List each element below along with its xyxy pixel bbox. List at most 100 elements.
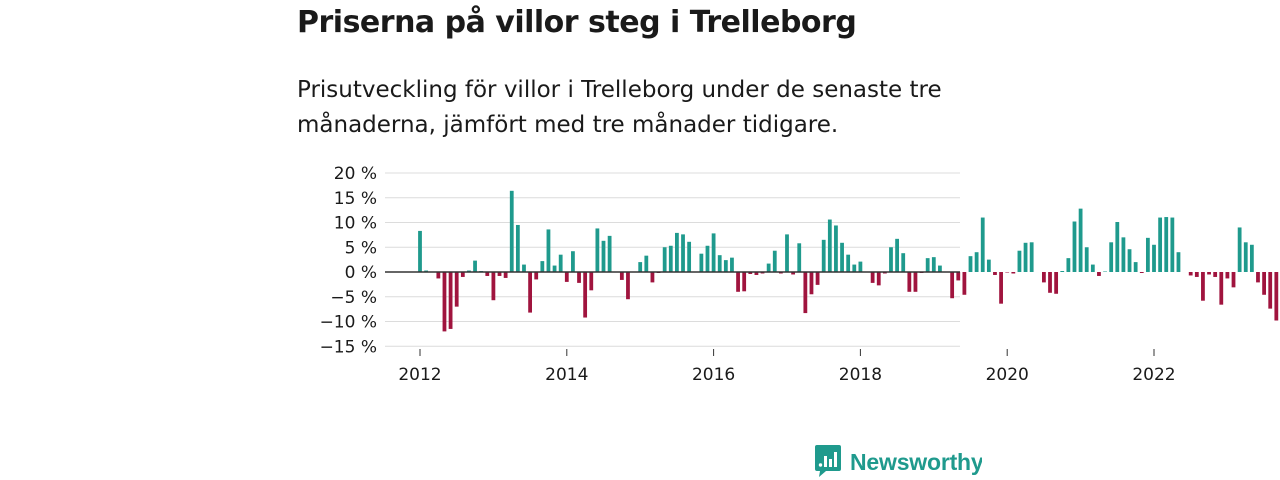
bar xyxy=(650,272,655,283)
bar xyxy=(491,272,496,301)
bar xyxy=(619,272,624,280)
bar xyxy=(1078,208,1083,272)
bar xyxy=(1048,272,1052,293)
x-tick-label: 2018 xyxy=(839,365,882,385)
y-tick-label: −10 % xyxy=(320,313,377,333)
bar xyxy=(515,224,520,272)
bar xyxy=(681,234,685,272)
bar xyxy=(1274,272,1279,321)
svg-text:Newsworthy: Newsworthy xyxy=(850,449,982,475)
bar xyxy=(876,272,881,286)
bar xyxy=(791,272,796,275)
bar xyxy=(766,263,771,272)
bar xyxy=(895,238,899,272)
bar xyxy=(901,253,906,272)
x-tick-label: 2012 xyxy=(398,365,441,385)
y-tick-label: 20 % xyxy=(334,164,377,184)
bar xyxy=(1066,258,1071,272)
bar xyxy=(1225,272,1230,279)
bar xyxy=(907,272,912,292)
bar xyxy=(1188,272,1193,276)
bar xyxy=(870,272,875,283)
bar xyxy=(1213,272,1218,277)
bar xyxy=(858,261,863,272)
bar xyxy=(1121,237,1126,272)
bar xyxy=(821,239,826,272)
brand-wordmark: Newsworthy xyxy=(850,449,982,475)
bar xyxy=(1060,271,1065,272)
bar xyxy=(503,272,508,278)
bar xyxy=(846,254,851,272)
bar xyxy=(705,245,710,272)
bar xyxy=(815,272,820,285)
bar xyxy=(546,229,551,272)
bar xyxy=(571,251,575,272)
bar xyxy=(950,272,955,299)
bar xyxy=(687,241,692,272)
bar xyxy=(558,254,563,272)
bar xyxy=(1158,217,1163,272)
bar xyxy=(1268,272,1273,309)
bar xyxy=(668,245,673,272)
bar xyxy=(626,272,630,300)
bar xyxy=(797,243,802,272)
bar xyxy=(785,234,789,272)
bar xyxy=(522,264,526,272)
bar xyxy=(980,217,985,272)
bar xyxy=(1133,262,1138,272)
bar xyxy=(999,272,1003,304)
bar xyxy=(962,272,967,295)
y-tick-label: 5 % xyxy=(345,238,377,258)
bar xyxy=(1152,244,1156,272)
bar xyxy=(662,247,667,272)
x-tick-label: 2020 xyxy=(986,365,1029,385)
bar xyxy=(1256,272,1260,283)
x-tick-label: 2016 xyxy=(692,365,735,385)
bar xyxy=(986,259,991,272)
bar xyxy=(442,272,447,332)
newsworthy-logo: Newsworthy xyxy=(814,444,982,478)
y-tick-label: −5 % xyxy=(330,288,377,308)
bar xyxy=(1207,272,1211,275)
bar xyxy=(454,272,459,307)
bar xyxy=(1164,217,1169,272)
bar xyxy=(1139,272,1144,273)
bar xyxy=(497,272,502,276)
y-tick-label: 10 % xyxy=(334,214,377,234)
bar xyxy=(1084,247,1089,272)
bar xyxy=(834,225,838,272)
y-tick-label: 0 % xyxy=(345,263,377,283)
bar xyxy=(509,190,514,272)
bar xyxy=(1170,217,1175,272)
bar xyxy=(1219,272,1224,305)
bar xyxy=(1243,242,1248,272)
bar xyxy=(564,272,569,282)
bar xyxy=(540,261,545,272)
bar xyxy=(583,272,588,318)
bar xyxy=(675,232,679,272)
bar xyxy=(993,272,997,275)
bar xyxy=(1109,242,1114,272)
bar xyxy=(595,228,600,272)
bar xyxy=(436,272,441,279)
bar xyxy=(1023,242,1028,272)
axes xyxy=(385,271,1155,356)
bar xyxy=(754,272,759,275)
bar xyxy=(809,272,814,295)
bar xyxy=(638,262,643,272)
bar xyxy=(699,253,704,272)
bar xyxy=(1127,249,1132,272)
x-tick-label: 2014 xyxy=(545,365,588,385)
bar xyxy=(968,256,973,272)
chart-subtitle: Prisutveckling för villor i Trelleborg u… xyxy=(297,77,942,138)
bar xyxy=(552,265,557,272)
bar xyxy=(913,272,918,292)
bar xyxy=(1145,237,1150,272)
bar xyxy=(1029,242,1034,272)
bar xyxy=(607,235,612,272)
bar-chart-logo-icon xyxy=(815,445,841,477)
bar xyxy=(742,272,747,292)
bar xyxy=(485,272,490,276)
x-tick-label: 2022 xyxy=(1132,365,1175,385)
